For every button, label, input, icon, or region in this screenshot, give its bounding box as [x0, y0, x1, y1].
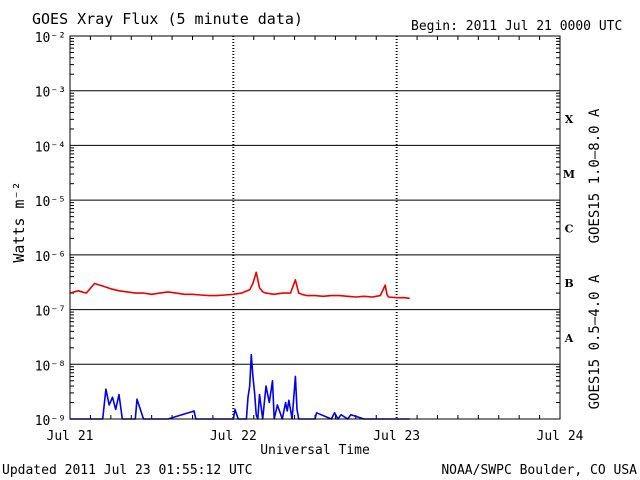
- updated-time: Updated 2011 Jul 23 01:55:12 UTC: [2, 463, 252, 478]
- flare-class-x: X: [565, 113, 574, 126]
- series-layer: [69, 271, 410, 420]
- x-axis-label: Universal Time: [260, 443, 370, 458]
- grid: [70, 35, 560, 420]
- credit: NOAA/SWPC Boulder, CO USA: [441, 463, 637, 478]
- chart-title: GOES Xray Flux (5 minute data): [32, 10, 303, 28]
- y-tick-label: 10⁻⁹: [35, 414, 66, 429]
- x-tick-label: Jul 21: [47, 429, 94, 444]
- series-short-channel-line: [70, 353, 410, 420]
- flare-class-m: M: [563, 168, 575, 181]
- x-tick-label: Jul 23: [373, 429, 420, 444]
- x-tick-label: Jul 24: [537, 429, 584, 444]
- y-tick-labels: 10⁻² 10⁻³ 10⁻⁴ 10⁻⁵ 10⁻⁶ 10⁻⁷ 10⁻⁸ 10⁻⁹: [35, 31, 66, 429]
- x-tick-label: Jul 22: [210, 429, 257, 444]
- y-axis-label: Watts m⁻²: [10, 181, 28, 262]
- flare-class-a: A: [564, 332, 574, 345]
- legend-short-channel: GOES15 0.5–4.0 A: [587, 274, 603, 409]
- x-tick-labels: Jul 21 Jul 22 Jul 23 Jul 24: [47, 429, 584, 444]
- plot-frame: [69, 35, 561, 420]
- begin-time: Begin: 2011 Jul 21 0000 UTC: [411, 19, 622, 34]
- y-tick-label: 10⁻⁶: [35, 250, 66, 265]
- flare-class-b: B: [564, 277, 573, 290]
- y-tick-label: 10⁻⁷: [35, 305, 66, 320]
- flare-class-labels: X M C B A: [563, 113, 575, 345]
- y-tick-label: 10⁻⁵: [35, 195, 66, 210]
- series-long-channel-line: [69, 271, 410, 300]
- legend-long-channel: GOES15 1.0–8.0 A: [587, 108, 603, 243]
- y-tick-label: 10⁻²: [35, 31, 66, 46]
- y-tick-label: 10⁻⁴: [35, 140, 66, 155]
- y-tick-label: 10⁻⁸: [35, 359, 66, 374]
- y-tick-label: 10⁻³: [35, 86, 66, 101]
- flare-class-c: C: [565, 223, 574, 236]
